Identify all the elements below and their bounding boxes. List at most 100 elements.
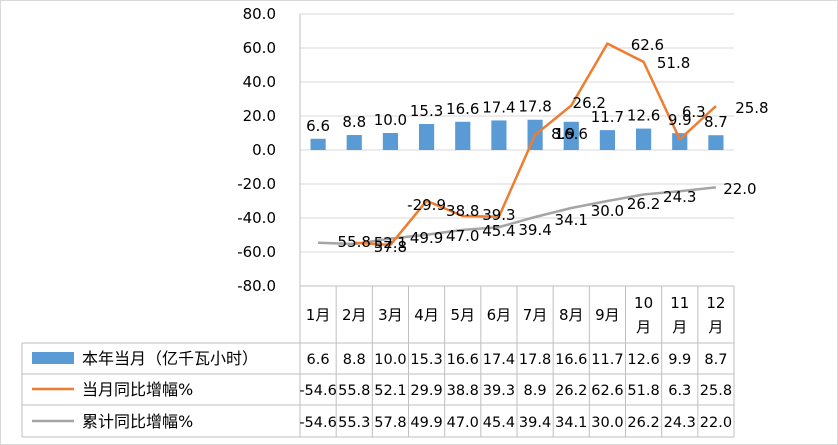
y-tick-label: 60.0	[243, 39, 276, 57]
cumulative-yoy-label: 24.3	[663, 188, 696, 206]
table-cell: 8.7	[704, 352, 727, 368]
bar-value-label: 11.7	[591, 108, 624, 126]
table-cell: 49.9	[410, 415, 442, 431]
bar-value-label: 17.8	[518, 98, 551, 116]
table-cell: 8.8	[343, 352, 366, 368]
category-label: 8月	[559, 306, 584, 324]
table-cell: 15.3	[410, 352, 442, 368]
bar	[599, 130, 616, 150]
table-cell: 62.6	[591, 383, 623, 399]
cumulative-yoy-line	[318, 186, 717, 246]
table-cell: 10.0	[374, 352, 406, 368]
bar-value-label: 8.8	[342, 113, 366, 131]
bar	[418, 123, 435, 150]
category-label: 12	[706, 294, 725, 312]
table-cell: -54.6	[299, 415, 337, 431]
monthly-yoy-line	[354, 42, 717, 247]
cumulative-yoy-label: 45.4	[482, 222, 515, 240]
monthly-yoy-label: 62.6	[631, 36, 664, 54]
y-tick-label: 80.0	[243, 5, 276, 23]
y-tick-label: -80.0	[237, 277, 276, 295]
monthly-yoy-label: 26.2	[573, 94, 606, 112]
category-label: 月	[672, 318, 687, 336]
table-cell: 57.8	[374, 415, 406, 431]
bar-value-label: 15.3	[410, 102, 443, 120]
category-label: 5月	[450, 306, 475, 324]
bar	[346, 135, 362, 150]
cumulative-yoy-label: 30.0	[591, 202, 624, 220]
bar-value-label: 6.6	[306, 117, 330, 135]
table-cell: 51.8	[627, 383, 659, 399]
monthly-yoy-label: -29.9	[407, 196, 446, 214]
table-cell: 22.0	[700, 415, 732, 431]
table-cell: 24.3	[664, 415, 696, 431]
table-cell: 39.4	[519, 415, 551, 431]
y-tick-label: 20.0	[243, 107, 276, 125]
table-cell: 11.7	[591, 352, 623, 368]
monthly-yoy-label: 39.3	[482, 206, 515, 224]
category-label: 11	[670, 294, 689, 312]
bar-value-label: 17.4	[482, 98, 515, 116]
monthly-yoy-label: 52.1	[374, 234, 407, 252]
category-label: 6月	[487, 306, 512, 324]
table-cell: 16.6	[555, 352, 587, 368]
cumulative-yoy-label: 57.8	[374, 238, 407, 256]
table-cell: 6.6	[307, 352, 330, 368]
y-tick-label: -60.0	[237, 243, 276, 261]
legend-key-bar	[32, 352, 74, 364]
bar	[635, 128, 652, 150]
table-cell: 9.9	[668, 352, 691, 368]
table-cell: 55.3	[338, 415, 370, 431]
table-cell: -54.6	[299, 383, 337, 399]
y-tick-label: -20.0	[237, 175, 276, 193]
cumulative-yoy-label: 22.0	[723, 180, 756, 198]
bar-value-label: 10.0	[374, 111, 407, 129]
bar-value-label: 8.7	[704, 113, 728, 131]
cumulative-yoy-label: 34.1	[555, 211, 588, 229]
table-cell: 25.8	[700, 383, 732, 399]
table-cell: 6.3	[668, 383, 691, 399]
monthly-yoy-label: 55.8	[338, 233, 371, 251]
bar	[310, 138, 326, 150]
cumulative-yoy-label: 47.0	[446, 227, 479, 245]
table-cell: 17.4	[483, 352, 515, 368]
bar-value-label: 12.6	[627, 107, 660, 125]
bar-value-label: 9.9	[668, 111, 692, 129]
table-cell: 38.8	[447, 383, 479, 399]
table-cell: 8.9	[524, 383, 547, 399]
bar-value-label: 16.6	[446, 100, 479, 118]
bar	[455, 121, 471, 150]
table-cell: 26.2	[555, 383, 587, 399]
cumulative-yoy-label: 26.2	[627, 195, 660, 213]
cumulative-yoy-label: 39.4	[518, 221, 551, 239]
category-label: 4月	[414, 306, 439, 324]
table-cell: 30.0	[591, 415, 623, 431]
monthly-yoy-label: 51.8	[657, 54, 690, 72]
y-tick-label: -40.0	[237, 209, 276, 227]
y-tick-label: 40.0	[243, 73, 276, 91]
cumulative-yoy-label: 49.9	[410, 229, 443, 247]
table-cell: 39.3	[483, 383, 515, 399]
category-label: 月	[708, 318, 723, 336]
table-cell: 12.6	[627, 352, 659, 368]
legend-series-name: 本年当月（亿千瓦小时）	[82, 349, 258, 368]
bar	[382, 133, 399, 150]
monthly-yoy-label: 6.3	[682, 103, 706, 121]
monthly-yoy-label: 25.8	[735, 99, 768, 117]
legend-series-name: 累计同比增幅%	[82, 412, 193, 431]
bar	[491, 120, 507, 150]
bar	[563, 121, 579, 150]
category-label: 9月	[595, 306, 620, 324]
category-label: 2月	[342, 306, 367, 324]
table-cell: 17.8	[519, 352, 551, 368]
bar	[708, 135, 724, 150]
category-label: 月	[636, 318, 651, 336]
category-label: 3月	[378, 306, 403, 324]
legend-series-name: 当月同比增幅%	[82, 380, 193, 399]
table-cell: 52.1	[374, 383, 406, 399]
monthly-yoy-label: 38.8	[446, 202, 479, 220]
category-label: 1月	[306, 306, 331, 324]
table-cell: 29.9	[410, 383, 442, 399]
table-cell: 45.4	[483, 415, 515, 431]
bar-value-label: 16.6	[555, 125, 588, 143]
